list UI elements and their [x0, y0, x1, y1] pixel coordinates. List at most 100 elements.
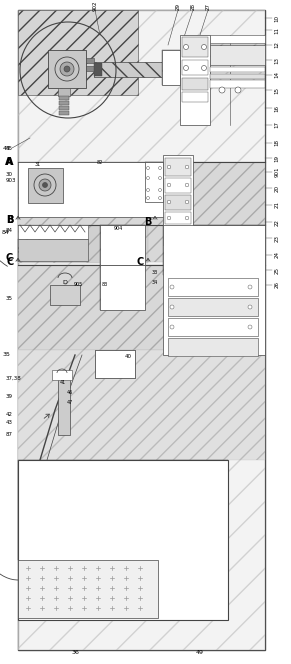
Text: B: B [6, 215, 14, 225]
Text: 42: 42 [6, 412, 13, 418]
Text: 12: 12 [274, 41, 279, 48]
Text: 901: 901 [274, 167, 279, 177]
Bar [182, 37, 208, 57]
Text: 87: 87 [6, 432, 13, 436]
Circle shape [185, 165, 189, 169]
Bar [210, 45, 265, 65]
Text: 43: 43 [6, 420, 13, 426]
Text: 15: 15 [274, 86, 279, 94]
Text: 902: 902 [93, 1, 97, 11]
Text: 903: 903 [6, 179, 17, 183]
Bar [18, 350, 265, 460]
Text: 16: 16 [274, 104, 279, 112]
Bar [165, 178, 191, 193]
Bar [100, 265, 145, 310]
Bar [210, 45, 265, 65]
Bar [165, 158, 191, 176]
Text: 37,38: 37,38 [6, 376, 22, 380]
Bar [94, 63, 102, 76]
Text: A: A [6, 157, 13, 167]
Text: 28: 28 [191, 3, 196, 9]
Circle shape [146, 177, 150, 179]
Bar [58, 88, 70, 96]
Circle shape [159, 189, 162, 191]
Bar [18, 460, 228, 620]
Bar [168, 278, 258, 296]
Bar [182, 78, 208, 90]
Bar [18, 162, 265, 262]
Bar [180, 35, 210, 125]
Text: 84: 84 [2, 230, 10, 234]
Text: 22: 22 [274, 218, 279, 226]
Bar [100, 225, 145, 265]
Text: 25: 25 [274, 266, 279, 274]
Circle shape [167, 165, 171, 169]
Circle shape [146, 167, 150, 169]
Bar [210, 80, 265, 88]
Text: 904: 904 [113, 226, 123, 230]
Text: 19: 19 [274, 155, 279, 161]
Bar [28, 168, 63, 203]
Text: 31: 31 [35, 163, 41, 167]
Bar [165, 195, 191, 210]
Bar [145, 162, 163, 202]
Bar [59, 101, 69, 105]
Circle shape [235, 87, 241, 93]
Circle shape [184, 66, 189, 70]
Bar [210, 67, 265, 72]
Circle shape [146, 197, 150, 199]
Text: 45: 45 [3, 145, 11, 151]
Text: 18: 18 [274, 139, 279, 147]
Bar [163, 225, 265, 275]
Bar [18, 239, 88, 261]
Bar [18, 560, 158, 618]
Text: C: C [6, 257, 14, 267]
Text: C: C [6, 253, 13, 263]
Circle shape [159, 177, 162, 179]
Bar [50, 285, 80, 305]
Bar [210, 35, 265, 43]
Text: 14: 14 [274, 72, 279, 78]
Bar [162, 50, 180, 85]
Text: 26: 26 [274, 282, 279, 288]
Circle shape [146, 189, 150, 191]
Bar [18, 10, 265, 650]
Text: 33: 33 [152, 270, 158, 274]
Text: 45: 45 [6, 145, 13, 151]
Circle shape [170, 305, 174, 309]
Text: 83: 83 [102, 282, 108, 286]
Text: 905: 905 [73, 282, 83, 286]
Bar [210, 74, 265, 79]
Bar [63, 168, 145, 198]
Circle shape [219, 87, 225, 93]
Bar [182, 92, 208, 102]
Circle shape [170, 325, 174, 329]
Circle shape [201, 44, 207, 50]
Bar [163, 155, 193, 245]
Bar [18, 162, 173, 217]
Text: D: D [63, 280, 68, 284]
Bar [100, 265, 145, 310]
Bar [168, 298, 258, 316]
Circle shape [159, 167, 162, 169]
Bar [18, 10, 138, 95]
Text: 82: 82 [97, 161, 103, 165]
Bar [163, 225, 265, 355]
Circle shape [185, 183, 189, 187]
Text: C: C [136, 257, 144, 267]
Circle shape [39, 179, 51, 191]
Text: 46: 46 [67, 390, 73, 396]
Bar [52, 370, 72, 380]
Circle shape [248, 325, 252, 329]
Bar [86, 66, 94, 71]
Circle shape [167, 216, 171, 220]
Bar [18, 460, 228, 560]
Bar [100, 225, 145, 265]
Circle shape [159, 197, 162, 199]
Text: 34: 34 [152, 280, 158, 286]
Bar [165, 212, 191, 224]
Text: 35: 35 [6, 295, 13, 301]
Bar [59, 111, 69, 115]
Bar [18, 265, 265, 350]
Text: 49: 49 [196, 651, 204, 655]
